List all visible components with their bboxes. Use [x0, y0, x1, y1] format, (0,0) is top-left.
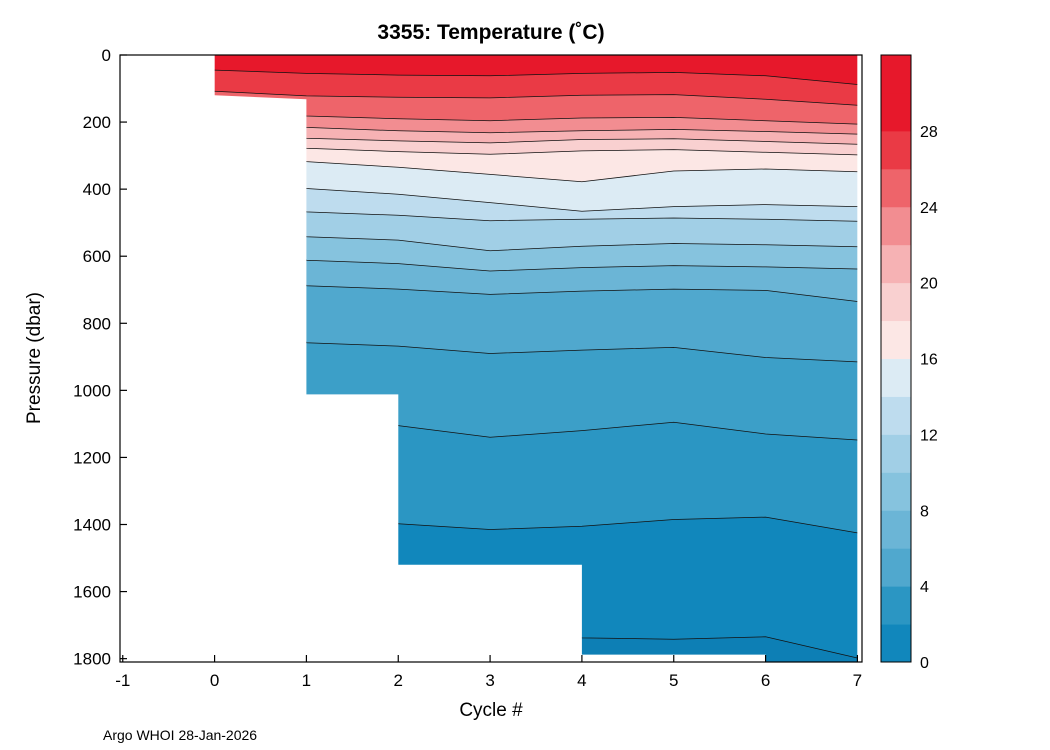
y-tick-label: 1200 — [73, 448, 111, 467]
colorbar-border — [880, 54, 912, 663]
axes: -1 0 1 2 3 4 5 6 7 0 200 400 600 800 1000 1200 1400 1600 1… — [73, 46, 863, 690]
contour-line — [214, 131, 858, 363]
colorbar-segment — [881, 586, 911, 625]
colorbar-segment — [881, 510, 911, 549]
y-tick-label: 0 — [102, 46, 111, 65]
colorbar-segment — [881, 358, 911, 397]
chart-title: 3355: Temperature (˚C) — [377, 21, 604, 44]
colorbar-segment — [881, 396, 911, 435]
colorbar-tick-label: 4 — [920, 579, 929, 596]
y-tick-label: 1800 — [73, 650, 111, 669]
colorbar-tick-label: 0 — [920, 655, 929, 672]
contour-line — [214, 118, 858, 222]
x-axis-label: Cycle # — [459, 700, 523, 721]
x-tick-label: -1 — [115, 671, 130, 690]
colorbar-segment — [881, 434, 911, 473]
x-tick-label: 5 — [669, 671, 678, 690]
contour-lines — [214, 69, 858, 659]
y-tick-label: 200 — [83, 113, 111, 132]
x-tick-label: 4 — [577, 671, 586, 690]
contour-band — [214, 122, 858, 271]
contour-line — [214, 97, 858, 125]
contour-band — [214, 70, 858, 106]
contour-band — [214, 105, 858, 155]
contour-fills — [214, 55, 858, 662]
contour-band — [214, 91, 858, 125]
contour-band — [214, 108, 858, 182]
contour-line — [214, 128, 858, 302]
y-tick-label: 400 — [83, 180, 111, 199]
contour-line — [214, 111, 858, 183]
colorbar-segment — [881, 282, 911, 322]
colorbar-segment — [881, 130, 911, 170]
contour-band — [214, 115, 858, 222]
contour-band — [214, 97, 858, 135]
colorbar-segment — [881, 320, 911, 359]
colorbar-tick-label: 24 — [920, 200, 938, 217]
y-tick-label: 800 — [83, 314, 111, 333]
x-tick-label: 6 — [761, 671, 770, 690]
y-tick-label: 600 — [83, 247, 111, 266]
contour-band — [214, 102, 858, 145]
contour-line — [214, 115, 858, 212]
footer-note: Argo WHOI 28-Jan-2026 — [103, 727, 257, 743]
contour-band — [214, 125, 858, 302]
colorbar-segment — [881, 548, 911, 587]
contour-line — [214, 121, 858, 252]
contour-line — [214, 90, 858, 106]
colorbar-tick-label: 12 — [920, 427, 938, 444]
contour-band — [214, 118, 858, 251]
y-axis-label: Pressure (dbar) — [24, 292, 45, 424]
colorbar-segment — [881, 472, 911, 511]
contour-band — [214, 112, 858, 212]
contour-band — [214, 55, 858, 85]
x-tick-label: 1 — [302, 671, 311, 690]
colorbar-segment — [881, 92, 911, 132]
plot-border — [119, 54, 863, 663]
x-tick-label: 3 — [485, 671, 494, 690]
x-tick-label: 7 — [853, 671, 862, 690]
contour-band — [214, 132, 858, 440]
y-tick-label: 1400 — [73, 516, 111, 535]
x-tick-label: 2 — [394, 671, 403, 690]
colorbar-tick-label: 20 — [920, 276, 938, 293]
colorbar-segment — [881, 244, 911, 284]
y-tick-label: 1600 — [73, 583, 111, 602]
contour-line — [214, 108, 858, 156]
colorbar-segment — [881, 206, 911, 246]
colorbar-tick-label: 8 — [920, 503, 929, 520]
contour-line — [214, 101, 858, 135]
contour-line — [214, 69, 858, 85]
colorbar-tick-label: 28 — [920, 124, 938, 141]
contour-band — [214, 128, 858, 362]
colorbar: 0 4 8 12 16 20 24 28 — [880, 54, 938, 672]
contour-line — [214, 104, 858, 145]
colorbar-segment — [881, 624, 911, 663]
colorbar-tick-label: 16 — [920, 352, 938, 369]
x-tick-label: 0 — [210, 671, 219, 690]
colorbar-segment — [881, 168, 911, 208]
colorbar-segment — [881, 55, 911, 94]
y-tick-label: 1000 — [73, 381, 111, 400]
contour-line — [214, 125, 858, 272]
